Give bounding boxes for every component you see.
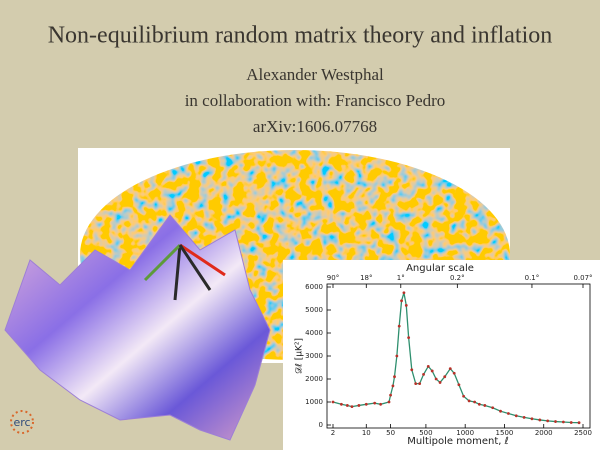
data-point <box>357 404 361 407</box>
data-point <box>506 412 510 415</box>
data-point <box>422 373 425 376</box>
slide-title: Non-equilibrium random matrix theory and… <box>48 23 553 49</box>
x-tick-label: 500 <box>419 429 432 437</box>
data-point <box>373 401 377 405</box>
x-tick-label: 1000 <box>456 429 474 437</box>
x2-tick-label: 0.07° <box>573 274 592 282</box>
data-point <box>530 417 534 421</box>
data-point <box>404 304 408 307</box>
data-point <box>426 364 430 368</box>
data-point <box>331 400 335 404</box>
data-point <box>434 377 438 381</box>
x2-axis-label: Angular scale <box>406 263 474 274</box>
y-tick-label: 6000 <box>305 283 323 291</box>
data-point <box>569 421 573 424</box>
data-point <box>538 418 542 422</box>
y-tick-label: 2000 <box>305 375 323 383</box>
arrow <box>143 243 182 282</box>
data-point <box>522 416 526 419</box>
data-point <box>483 404 487 407</box>
x2-tick-label: 0.1° <box>525 274 540 282</box>
data-point <box>387 400 391 404</box>
x2-tick-label: 18° <box>360 274 372 282</box>
data-point <box>514 414 518 418</box>
data-point <box>452 371 456 375</box>
data-point <box>418 382 422 385</box>
data-point <box>400 299 403 303</box>
data-point <box>430 369 434 373</box>
x-tick-label: 1500 <box>496 429 514 437</box>
data-point <box>414 382 418 385</box>
x-tick-label: 2000 <box>535 429 553 437</box>
data-point <box>402 291 406 295</box>
data-point <box>546 419 550 423</box>
data-point <box>395 354 399 358</box>
logo-ring <box>10 410 34 434</box>
data-point <box>499 409 502 413</box>
x2-tick-label: 0.2° <box>450 274 465 282</box>
author: Alexander Westphal <box>246 65 384 84</box>
x2-tick-label: 90° <box>327 274 339 282</box>
data-point <box>554 420 557 423</box>
collaboration: in collaboration with: Francisco Pedro <box>185 91 446 110</box>
data-point <box>457 383 461 387</box>
y-axis-label: 𝒟ℓ [μK²] <box>295 338 305 374</box>
data-point <box>473 400 477 404</box>
y-tick-label: 0 <box>319 421 323 429</box>
data-point <box>397 324 401 328</box>
arrow <box>178 244 212 291</box>
data-point <box>410 368 414 372</box>
x2-tick-label: 1° <box>397 274 405 282</box>
data-point <box>350 405 354 408</box>
chart-panel <box>283 260 600 450</box>
x-tick-label: 2 <box>331 429 335 437</box>
arxiv-id: arXiv:1606.07768 <box>253 117 377 136</box>
data-point <box>477 402 481 406</box>
x-tick-label: 10 <box>362 429 371 437</box>
data-point <box>389 393 392 397</box>
y-tick-label: 4000 <box>305 329 323 337</box>
arrows <box>143 243 226 301</box>
data-point <box>443 375 447 379</box>
data-point <box>345 404 349 407</box>
x-tick-label: 2500 <box>574 429 592 437</box>
y-tick-label: 5000 <box>305 306 323 314</box>
data-point <box>407 336 411 339</box>
arrow <box>179 243 226 277</box>
data-point <box>379 402 383 406</box>
data-point <box>561 420 565 424</box>
data-point <box>491 406 495 410</box>
data-point <box>339 402 343 406</box>
landscape-surface <box>4 214 271 441</box>
arrow <box>173 244 182 301</box>
data-point <box>393 375 396 379</box>
logo: erc <box>13 416 30 429</box>
data-point <box>391 384 395 388</box>
x-axis-label: Multipole moment, ℓ <box>407 436 509 447</box>
data-point <box>462 394 466 398</box>
data-point <box>448 367 452 371</box>
data-point <box>577 421 581 425</box>
y-tick-label: 1000 <box>305 398 323 406</box>
data-point <box>467 399 471 403</box>
data-point <box>438 381 442 384</box>
y-tick-label: 3000 <box>305 352 323 360</box>
x-tick-label: 50 <box>386 429 395 437</box>
data-point <box>364 402 368 406</box>
